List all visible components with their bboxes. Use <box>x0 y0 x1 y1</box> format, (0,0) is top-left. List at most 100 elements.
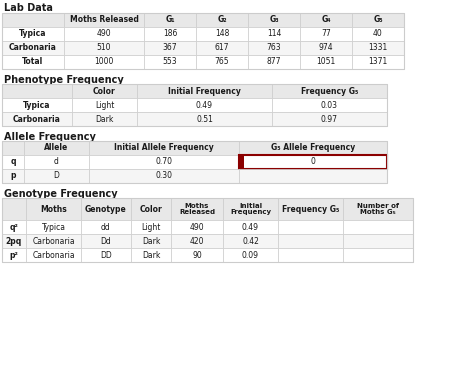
Bar <box>171 198 223 220</box>
Text: 974: 974 <box>319 44 333 52</box>
Bar <box>239 169 387 183</box>
Text: Light: Light <box>141 222 161 232</box>
Bar <box>352 13 404 27</box>
Bar <box>2 220 26 234</box>
Bar <box>223 198 278 220</box>
Bar <box>196 13 248 27</box>
Text: 0.51: 0.51 <box>196 115 213 124</box>
Bar <box>89 169 239 183</box>
Bar <box>2 234 26 248</box>
Text: Moths: Moths <box>185 203 209 209</box>
Text: dd: dd <box>101 222 111 232</box>
Bar <box>81 248 131 262</box>
Text: G₁: G₁ <box>165 15 175 24</box>
Bar <box>26 220 81 234</box>
Bar <box>300 41 352 55</box>
Text: Dark: Dark <box>142 251 160 259</box>
Text: Genotype Frequency: Genotype Frequency <box>4 189 118 199</box>
Bar <box>343 220 413 234</box>
Text: G₅: G₅ <box>373 15 383 24</box>
Text: Allele Frequency: Allele Frequency <box>4 132 96 142</box>
Text: 553: 553 <box>163 58 177 66</box>
Text: Frequency: Frequency <box>230 209 271 215</box>
Text: Lab Data: Lab Data <box>4 3 53 13</box>
Bar <box>89 155 239 169</box>
Bar <box>64 41 144 55</box>
Text: p²: p² <box>9 251 18 259</box>
Bar <box>352 41 404 55</box>
Bar <box>2 248 26 262</box>
Bar <box>272 98 387 112</box>
Text: Genotype: Genotype <box>85 205 127 213</box>
Bar <box>2 198 413 262</box>
Bar <box>278 234 343 248</box>
Text: 0.42: 0.42 <box>242 237 259 245</box>
Text: Dark: Dark <box>142 237 160 245</box>
Bar <box>2 112 72 126</box>
Text: 490: 490 <box>97 29 111 39</box>
Bar <box>248 41 300 55</box>
Text: 1331: 1331 <box>368 44 388 52</box>
Bar <box>64 27 144 41</box>
Text: Color: Color <box>93 86 116 95</box>
Bar <box>278 248 343 262</box>
Bar <box>2 141 387 183</box>
Text: Initial Allele Frequency: Initial Allele Frequency <box>114 144 214 152</box>
Bar <box>26 248 81 262</box>
Bar <box>343 248 413 262</box>
Bar <box>64 13 144 27</box>
Text: Dark: Dark <box>95 115 114 124</box>
Text: 510: 510 <box>97 44 111 52</box>
Text: p: p <box>10 171 16 181</box>
Text: q: q <box>10 157 16 166</box>
Bar <box>72 84 137 98</box>
Bar <box>248 27 300 41</box>
Text: Carbonaria: Carbonaria <box>32 251 75 259</box>
Bar <box>239 141 387 155</box>
Bar <box>24 141 89 155</box>
Bar <box>2 84 72 98</box>
Bar <box>144 41 196 55</box>
Bar <box>2 198 26 220</box>
Bar <box>2 55 64 69</box>
Text: 1371: 1371 <box>368 58 388 66</box>
Bar <box>144 55 196 69</box>
Text: Total: Total <box>22 58 44 66</box>
Bar <box>2 169 24 183</box>
Bar <box>2 141 24 155</box>
Text: G₃: G₃ <box>269 15 279 24</box>
Text: Allele: Allele <box>45 144 69 152</box>
Bar <box>196 55 248 69</box>
Text: 490: 490 <box>190 222 204 232</box>
Bar <box>223 248 278 262</box>
Bar <box>2 27 64 41</box>
Bar <box>137 98 272 112</box>
Bar <box>89 141 239 155</box>
Text: d: d <box>54 157 59 166</box>
Text: 0.30: 0.30 <box>155 171 173 181</box>
Bar <box>26 234 81 248</box>
Text: 0: 0 <box>310 157 315 166</box>
Text: 877: 877 <box>267 58 281 66</box>
Bar <box>300 13 352 27</box>
Bar <box>2 98 72 112</box>
Bar <box>72 98 137 112</box>
Text: 0.97: 0.97 <box>321 115 338 124</box>
Bar <box>223 234 278 248</box>
Bar <box>81 198 131 220</box>
Text: 148: 148 <box>215 29 229 39</box>
Bar <box>64 55 144 69</box>
Text: 114: 114 <box>267 29 281 39</box>
Bar <box>24 169 89 183</box>
Bar <box>131 248 171 262</box>
Bar <box>352 55 404 69</box>
Bar <box>2 13 64 27</box>
Bar <box>137 84 272 98</box>
Text: G₅ Allele Frequency: G₅ Allele Frequency <box>271 144 355 152</box>
Text: D: D <box>54 171 59 181</box>
Text: 40: 40 <box>373 29 383 39</box>
Text: DD: DD <box>100 251 112 259</box>
Bar <box>26 198 81 220</box>
Text: Light: Light <box>95 100 114 110</box>
Text: Initial Frequency: Initial Frequency <box>168 86 241 95</box>
